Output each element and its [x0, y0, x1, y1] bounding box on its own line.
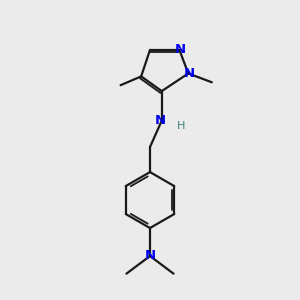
Text: N: N: [155, 114, 166, 127]
Text: N: N: [175, 44, 186, 56]
Text: N: N: [184, 67, 195, 80]
Text: H: H: [177, 122, 185, 131]
Text: N: N: [144, 249, 156, 262]
